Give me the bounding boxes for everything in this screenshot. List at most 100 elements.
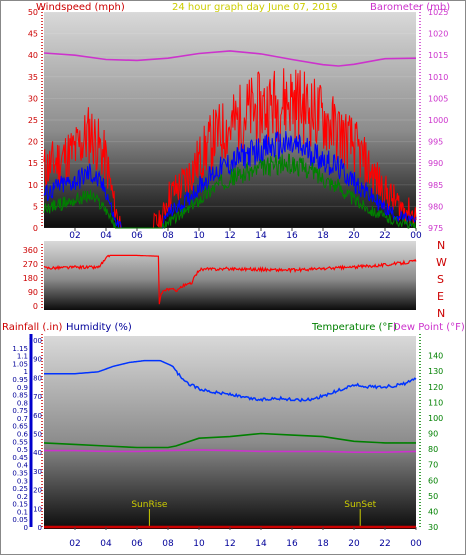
temp-ytick-label: 130 xyxy=(428,367,443,376)
compass-s: S xyxy=(437,273,444,286)
wind-plot-area xyxy=(44,12,416,228)
direction-ytick-label: 180 xyxy=(23,274,38,283)
humidity-xtick-label: 10 xyxy=(193,539,205,549)
wind-direction-series xyxy=(43,254,417,305)
wind-xtick-label: 20 xyxy=(348,231,360,241)
humidity-ytick-label: 100 xyxy=(29,337,42,345)
dewpoint-axis-title: Dew Point (°F) xyxy=(393,322,465,333)
temp-ytick-label: 40 xyxy=(428,507,438,516)
direction-ytick-label: 360 xyxy=(23,246,38,255)
direction-ytick-label: 0 xyxy=(33,302,38,311)
humidity-ytick-label: 0 xyxy=(38,524,42,532)
temp-ytick-label: 90 xyxy=(428,430,438,439)
humidity-ytick-label: 20 xyxy=(33,487,42,495)
humidity-xtick-label: 06 xyxy=(131,539,143,549)
rain-ytick-label: 0.85 xyxy=(12,392,28,400)
humidity-plot-area xyxy=(44,336,416,529)
humidity-xtick-label: 12 xyxy=(224,539,235,549)
temp-ytick-label: 80 xyxy=(428,445,438,454)
baro-ytick-label: 975 xyxy=(428,224,443,233)
humidity-xtick-label: 20 xyxy=(348,539,360,549)
wind-ytick-label: 50 xyxy=(28,8,38,17)
wind-ytick-label: 40 xyxy=(28,51,38,60)
temperature-series xyxy=(43,432,416,449)
wind-ytick-label: 0 xyxy=(33,224,38,233)
wind-xtick-label: 02 xyxy=(69,231,80,241)
humidity-xtick-label: 16 xyxy=(286,539,298,549)
wind-xtick-label: 18 xyxy=(317,231,329,241)
temp-ytick-label: 50 xyxy=(428,492,438,501)
chart-title: 24 hour graph day June 07, 2019 xyxy=(172,2,338,13)
baro-ytick-label: 985 xyxy=(428,181,443,190)
wind-ytick-label: 5 xyxy=(33,202,38,211)
temp-ytick-label: 140 xyxy=(428,352,443,361)
sun-marker-label: SunSet xyxy=(344,500,376,510)
temp-ytick-label: 30 xyxy=(428,523,438,532)
wind-ytick-label: 25 xyxy=(28,116,38,125)
baro-ytick-label: 980 xyxy=(428,202,443,211)
compass-n-top: N xyxy=(437,239,445,252)
humidity-xtick-label: 22 xyxy=(379,539,390,549)
wind-ytick-label: 15 xyxy=(28,159,38,168)
rain-ytick-label: 0.95 xyxy=(12,376,28,384)
humidity-ytick-label: 10 xyxy=(33,505,42,513)
rain-ytick-label: 0.45 xyxy=(12,454,28,462)
wind-xtick-label: 14 xyxy=(255,231,267,241)
rain-ytick-label: 0.35 xyxy=(12,469,28,477)
temp-ytick-label: 60 xyxy=(428,476,438,485)
windspeed-axis-title: Windspeed (mph) xyxy=(36,2,125,13)
wind-xtick-label: 10 xyxy=(193,231,205,241)
rain-ytick-label: 0.7 xyxy=(17,415,28,423)
wind-average-series xyxy=(43,130,417,229)
humidity-ytick-label: 50 xyxy=(33,431,42,439)
baro-ytick-label: 995 xyxy=(428,138,443,147)
humidity-xtick-label: 04 xyxy=(100,539,112,549)
wind-xtick-label: 22 xyxy=(379,231,390,241)
humidity-xtick-label: 18 xyxy=(317,539,329,549)
humidity-xtick-label: 02 xyxy=(69,539,80,549)
barometer-axis-title: Barometer (mb) xyxy=(370,2,450,13)
baro-ytick-label: 1005 xyxy=(428,94,448,103)
wind-ytick-label: 35 xyxy=(28,73,38,82)
humidity-xtick-label: 08 xyxy=(162,539,174,549)
rain-ytick-label: 1.05 xyxy=(12,360,28,368)
rain-ytick-label: 0.2 xyxy=(17,493,28,501)
wind-ytick-label: 10 xyxy=(28,181,38,190)
baro-ytick-label: 1025 xyxy=(428,8,448,17)
humidity-ytick-label: 80 xyxy=(33,374,42,382)
wind-xtick-label: 00 xyxy=(410,231,422,241)
rain-ytick-label: 0.6 xyxy=(17,431,29,439)
barometer-series xyxy=(43,50,417,67)
rain-ytick-label: 0.5 xyxy=(17,446,28,454)
humidity-xtick-label: 14 xyxy=(255,539,267,549)
temp-ytick-label: 70 xyxy=(428,461,438,470)
temperature-axis-title: Temperature (°F) xyxy=(311,322,397,333)
baro-ytick-label: 1000 xyxy=(428,116,448,125)
rain-ytick-label: 0.25 xyxy=(12,485,28,493)
baro-ytick-label: 1010 xyxy=(428,73,448,82)
wind-xtick-label: 12 xyxy=(224,231,235,241)
sun-marker-label: SunRise xyxy=(131,500,168,510)
direction-ytick-label: 270 xyxy=(23,260,38,269)
baro-ytick-label: 1020 xyxy=(428,30,448,39)
wind-gust-series xyxy=(43,68,417,229)
compass-w: W xyxy=(436,256,447,269)
temp-ytick-label: 110 xyxy=(428,398,443,407)
rain-ytick-label: 0.8 xyxy=(17,399,28,407)
humidity-series xyxy=(44,359,417,403)
rain-ytick-label: 0.15 xyxy=(12,501,28,509)
rain-ytick-label: 0.4 xyxy=(17,462,29,470)
rain-ytick-label: 0.1 xyxy=(17,508,28,516)
humidity-ytick-label: 30 xyxy=(33,468,42,476)
direction-plot-area xyxy=(44,241,416,310)
wind-xtick-label: 08 xyxy=(162,231,174,241)
rain-ytick-label: 0.3 xyxy=(17,477,28,485)
humidity-ytick-label: 60 xyxy=(33,412,42,420)
rain-ytick-label: 0 xyxy=(24,524,28,532)
humidity-ytick-label: 70 xyxy=(33,393,42,401)
wind-low-series xyxy=(43,153,416,229)
rain-ytick-label: 0.75 xyxy=(12,407,28,415)
humidity-axis-title: Humidity (%) xyxy=(66,322,132,333)
